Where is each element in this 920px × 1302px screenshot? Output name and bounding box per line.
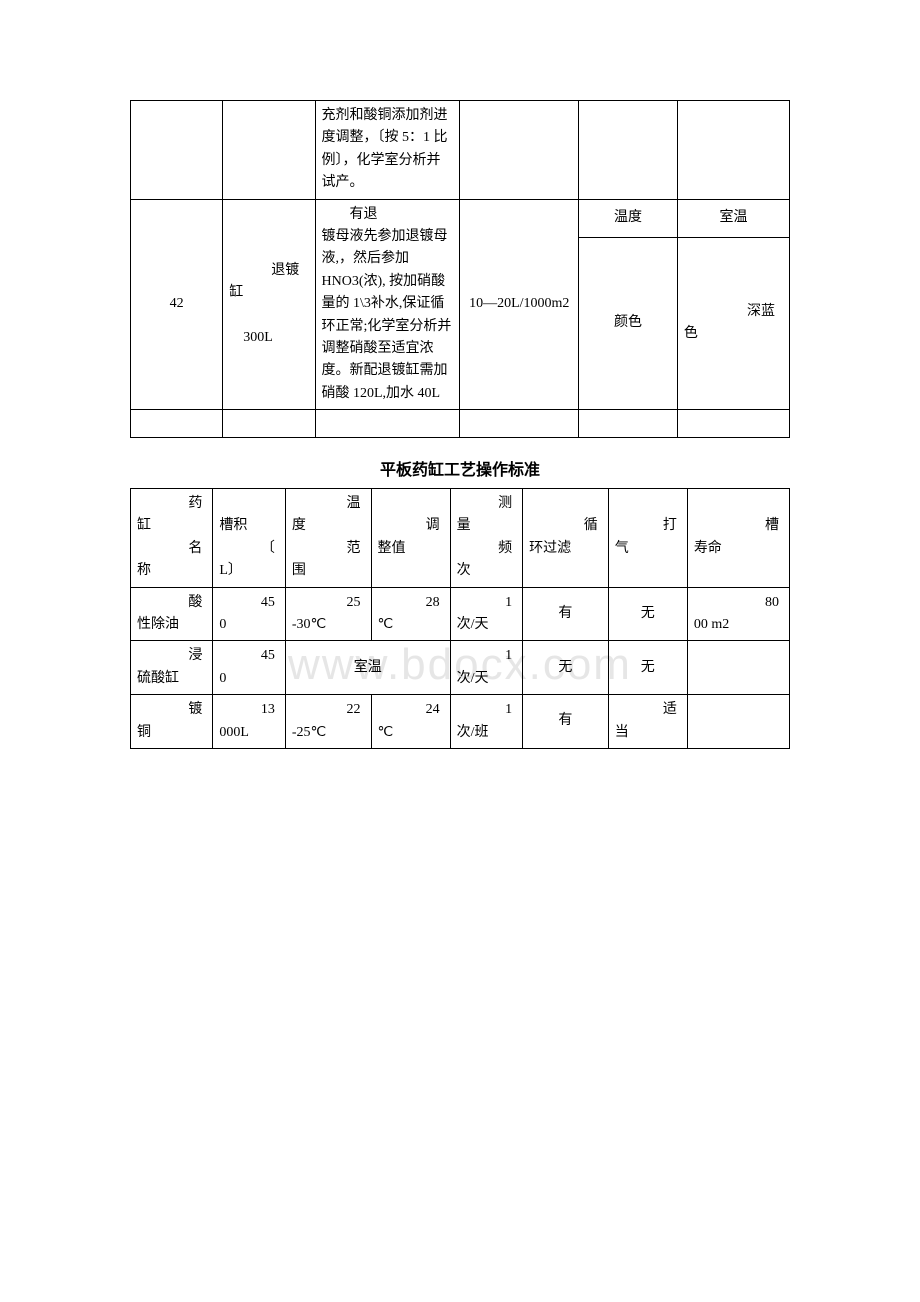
table-row (131, 410, 790, 438)
cell-seq: 42 (131, 199, 223, 410)
cell: 有 (523, 587, 609, 641)
header-cell: 打 气 (608, 489, 687, 588)
cell: 适当 (608, 695, 687, 749)
cell: 13000L (213, 695, 285, 749)
cell-desc: 有退 镀母液先参加退镀母液,，然后参加HNO3(浓), 按加硝酸量的 1\3补水… (315, 199, 460, 410)
cell-param-value: 深蓝 色 (677, 237, 789, 410)
cell-text: 充剂和酸铜添加剂进度调整，〔按 5：1 比例〕，化学室分析并试产。 (315, 101, 460, 200)
cell: 8000 m2 (687, 587, 789, 641)
table-row: 镀铜 13000L 22-25℃ 24℃ 1次/班 有 适当 (131, 695, 790, 749)
header-cell: 温 度 范 围 (285, 489, 371, 588)
header-cell: 循 环过滤 (523, 489, 609, 588)
table-process-2: 药 缸 名 称 槽积 〔 L〕 温 度 范 围 调 整值 测 量 频 次 循 (130, 488, 790, 749)
cell: 24℃ (371, 695, 450, 749)
cell: 无 (523, 641, 609, 695)
cell-tank: 退镀 缸 300L (223, 199, 315, 410)
header-cell: 测 量 频 次 (450, 489, 522, 588)
cell: 25-30℃ (285, 587, 371, 641)
table-row: 酸性除油 450 25-30℃ 28℃ 1次/天 有 无 8000 m2 (131, 587, 790, 641)
table-process-1: 充剂和酸铜添加剂进度调整，〔按 5：1 比例〕，化学室分析并试产。 42 退镀 … (130, 100, 790, 438)
table-header-row: 药 缸 名 称 槽积 〔 L〕 温 度 范 围 调 整值 测 量 频 次 循 (131, 489, 790, 588)
section-title: 平板药缸工艺操作标准 (130, 456, 790, 480)
cell-param-value: 室温 (677, 199, 789, 237)
cell: 室温 (285, 641, 450, 695)
cell: 无 (608, 641, 687, 695)
table-row: 42 退镀 缸 300L 有退 镀母液先参加退镀母液,，然后参加HNO3(浓),… (131, 199, 790, 237)
table-row: 充剂和酸铜添加剂进度调整，〔按 5：1 比例〕，化学室分析并试产。 (131, 101, 790, 200)
header-cell: 槽积 〔 L〕 (213, 489, 285, 588)
table-row: 浸硫酸缸 450 室温 1次/天 无 无 (131, 641, 790, 695)
cell-param-label: 颜色 (579, 237, 678, 410)
cell-volume: 10—20L/1000m2 (460, 199, 579, 410)
cell: 1次/天 (450, 641, 522, 695)
cell: 22-25℃ (285, 695, 371, 749)
cell-param-label: 温度 (579, 199, 678, 237)
cell: 1次/班 (450, 695, 522, 749)
cell: 1次/天 (450, 587, 522, 641)
cell: 镀铜 (131, 695, 213, 749)
header-cell: 药 缸 名 称 (131, 489, 213, 588)
cell: 有 (523, 695, 609, 749)
cell (687, 695, 789, 749)
cell: 28℃ (371, 587, 450, 641)
cell: 酸性除油 (131, 587, 213, 641)
cell: 浸硫酸缸 (131, 641, 213, 695)
cell (687, 641, 789, 695)
header-cell: 槽 寿命 (687, 489, 789, 588)
header-cell: 调 整值 (371, 489, 450, 588)
cell: 450 (213, 587, 285, 641)
cell: 无 (608, 587, 687, 641)
cell: 450 (213, 641, 285, 695)
